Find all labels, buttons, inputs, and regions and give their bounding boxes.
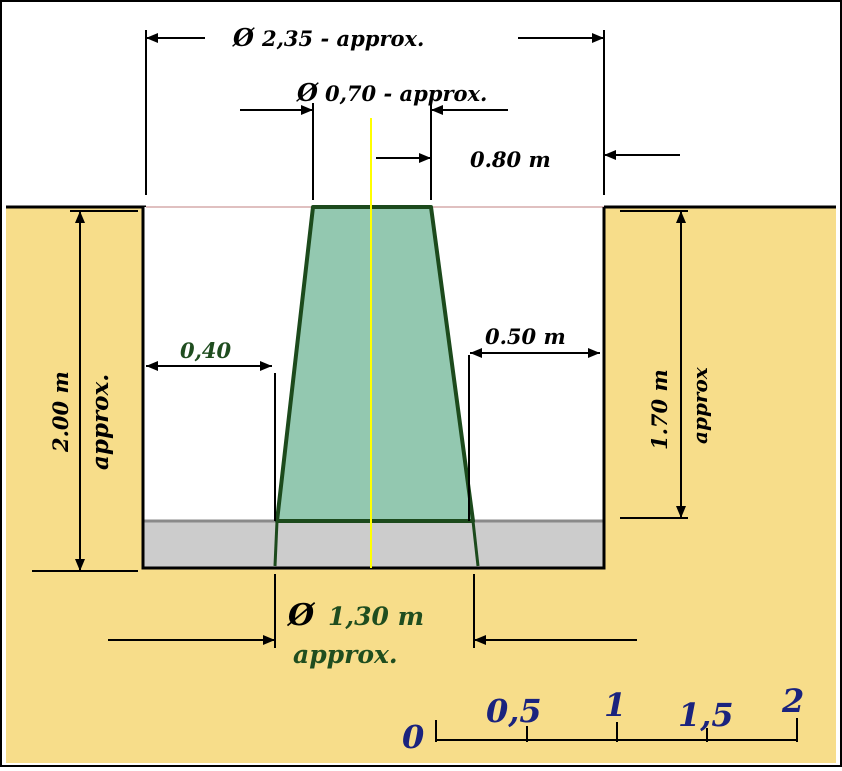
diameter-symbol: Ø (286, 598, 316, 633)
column-diameter-label: 0,70 - approx. (325, 81, 487, 106)
arrow-head (470, 348, 482, 358)
arrow-head (146, 33, 158, 43)
base-diameter-note: approx. (293, 640, 398, 669)
left-depth-note: approx. (87, 374, 114, 470)
scale-label: 2 (781, 682, 804, 720)
arrow-head (419, 153, 431, 163)
top-offset-label: 0.80 m (470, 147, 551, 172)
pit-outline (141, 207, 606, 570)
arrow-head (588, 348, 600, 358)
scale-label: 1,5 (678, 696, 734, 734)
column-base-left (273, 520, 279, 567)
arrow-head (301, 105, 313, 115)
arrow-head (146, 361, 158, 371)
arrow-head (676, 506, 686, 518)
scale-label: 0 (402, 718, 424, 756)
arrow-head (431, 105, 443, 115)
arrow-head (75, 559, 85, 571)
left-gap-label: 0,40 (180, 338, 232, 363)
column-base-right (471, 520, 480, 567)
diameter-symbol: Ø (232, 23, 255, 52)
right-depth-note: approx (688, 366, 712, 444)
right-gap-label: 0.50 m (485, 324, 566, 349)
top-diameter-label: 2,35 - approx. (261, 26, 424, 51)
arrow-head (592, 33, 604, 43)
arrow-head (474, 635, 486, 645)
right-depth-value: 1.70 m (647, 369, 672, 450)
arrow-head (75, 211, 85, 223)
scale-label: 0,5 (486, 692, 542, 730)
arrow-head (676, 211, 686, 223)
arrow-head (263, 635, 275, 645)
arrow-head (604, 150, 616, 160)
scale-label: 1 (604, 686, 626, 724)
base-diameter-value: 1,30 m (328, 602, 424, 631)
arrow-head (260, 361, 272, 371)
left-depth-value: 2.00 m (48, 371, 73, 453)
gravel-bed (143, 521, 604, 568)
diameter-symbol: Ø (296, 78, 319, 107)
